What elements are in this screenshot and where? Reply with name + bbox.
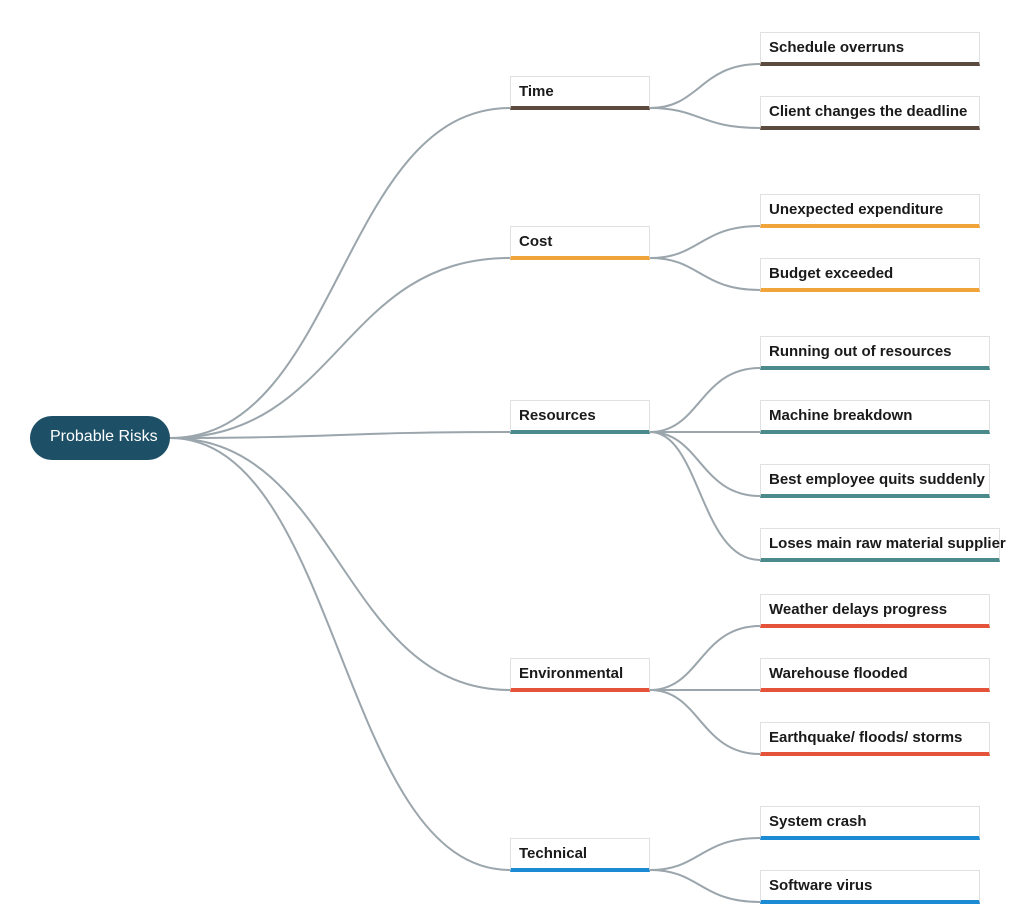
leaf-cost: Budget exceeded [760, 258, 980, 292]
leaf-label: Machine breakdown [769, 407, 912, 424]
leaf-resources: Best employee quits suddenly [760, 464, 990, 498]
leaf-label: Best employee quits suddenly [769, 471, 985, 488]
leaf-label: Software virus [769, 877, 872, 894]
leaf-environmental: Earthquake/ floods/ storms [760, 722, 990, 756]
root-node: Probable Risks [30, 416, 170, 460]
leaf-time: Schedule overruns [760, 32, 980, 66]
category-label: Environmental [519, 665, 623, 682]
category-label: Resources [519, 407, 596, 424]
leaf-label: Schedule overruns [769, 39, 904, 56]
leaf-technical: Software virus [760, 870, 980, 904]
leaf-environmental: Weather delays progress [760, 594, 990, 628]
category-environmental: Environmental [510, 658, 650, 692]
leaf-label: Client changes the deadline [769, 103, 967, 120]
leaf-label: Budget exceeded [769, 265, 893, 282]
leaf-cost: Unexpected expenditure [760, 194, 980, 228]
leaf-label: Loses main raw material supplier [769, 535, 1006, 552]
leaf-time: Client changes the deadline [760, 96, 980, 130]
leaf-technical: System crash [760, 806, 980, 840]
leaf-resources: Machine breakdown [760, 400, 990, 434]
leaf-label: Warehouse flooded [769, 665, 908, 682]
leaf-resources: Running out of resources [760, 336, 990, 370]
leaf-label: Unexpected expenditure [769, 201, 943, 218]
leaf-label: System crash [769, 813, 867, 830]
category-resources: Resources [510, 400, 650, 434]
category-label: Cost [519, 233, 552, 250]
leaf-label: Weather delays progress [769, 601, 947, 618]
root-label: Probable Risks [50, 428, 158, 445]
category-technical: Technical [510, 838, 650, 872]
category-label: Technical [519, 845, 587, 862]
leaf-environmental: Warehouse flooded [760, 658, 990, 692]
category-cost: Cost [510, 226, 650, 260]
leaf-label: Running out of resources [769, 343, 952, 360]
leaf-label: Earthquake/ floods/ storms [769, 729, 962, 746]
category-label: Time [519, 83, 554, 100]
category-time: Time [510, 76, 650, 110]
leaf-resources: Loses main raw material supplier [760, 528, 1000, 562]
